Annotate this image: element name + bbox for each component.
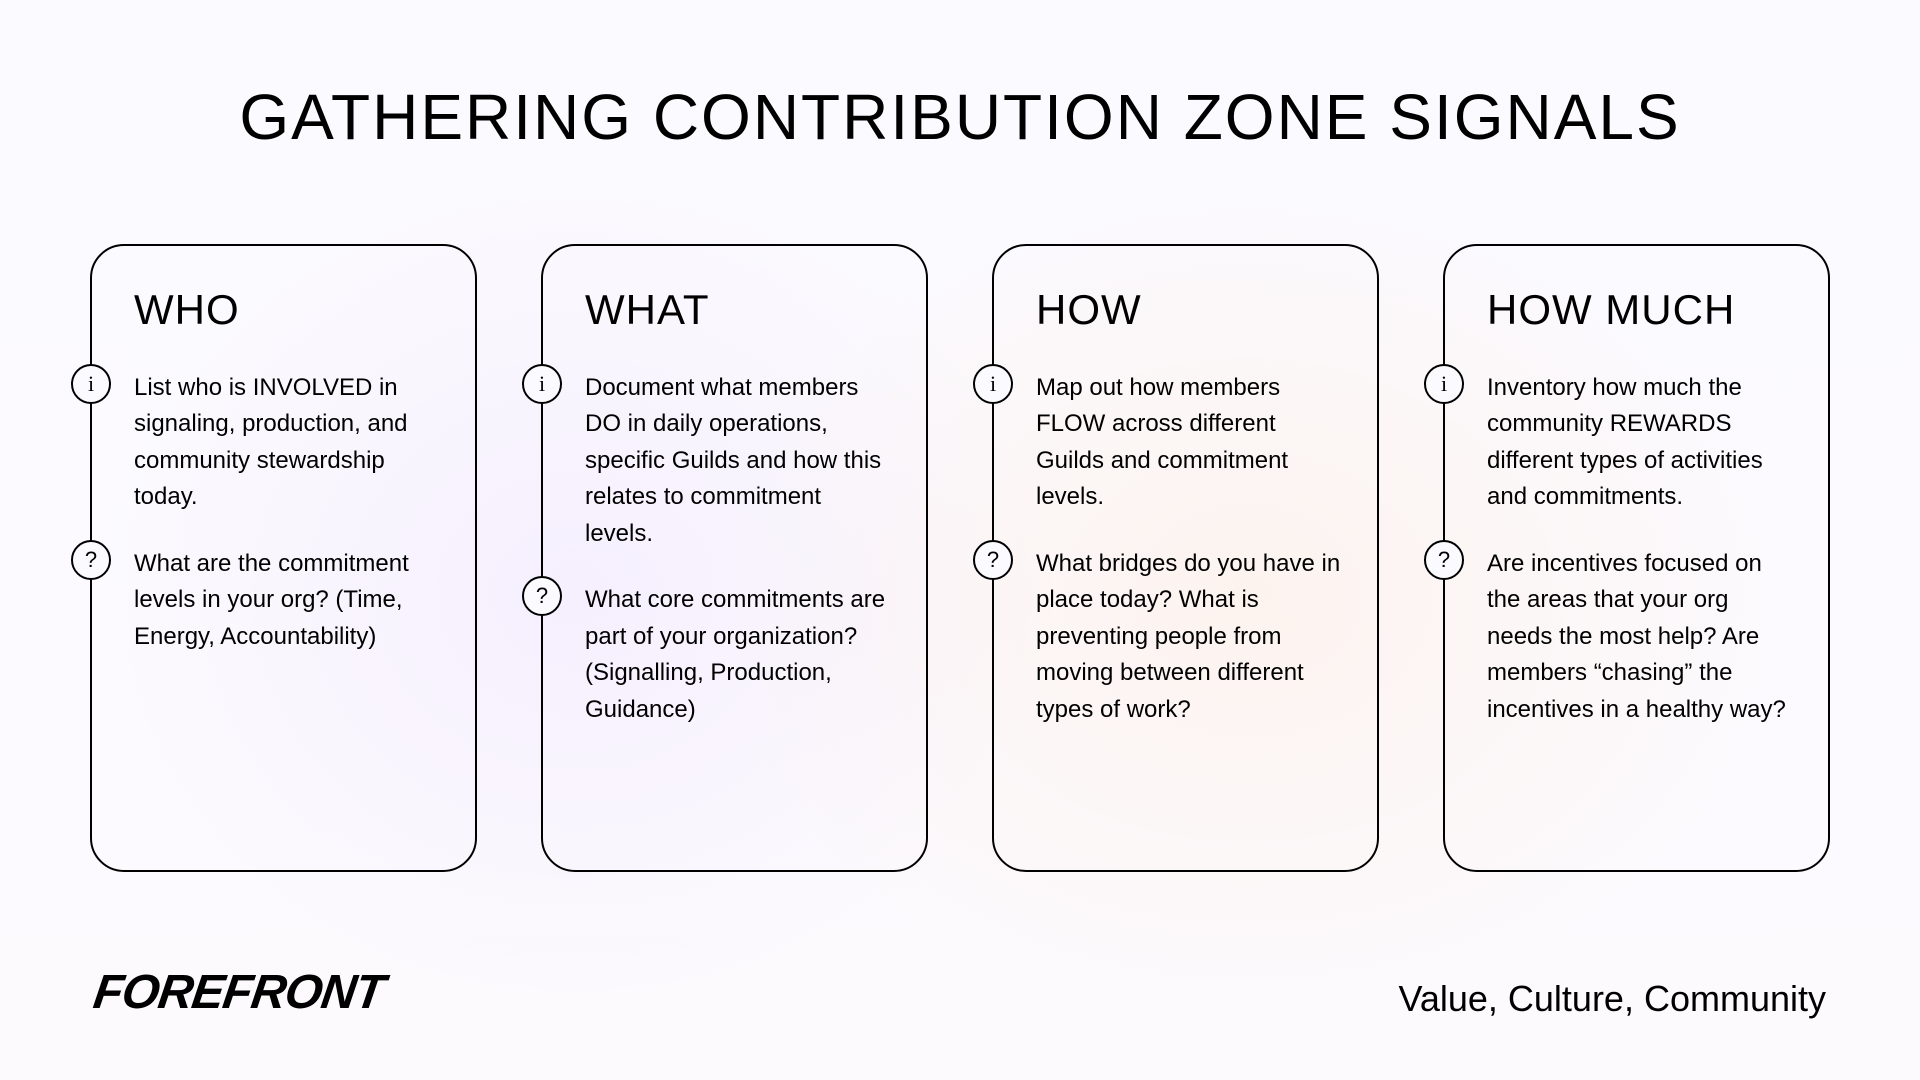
- info-item: i List who is INVOLVED in signaling, pro…: [134, 370, 441, 516]
- card-title: WHAT: [585, 286, 892, 334]
- card-title: HOW: [1036, 286, 1343, 334]
- info-icon: i: [1424, 364, 1464, 404]
- question-icon: ?: [522, 576, 562, 616]
- tagline: Value, Culture, Community: [1399, 978, 1827, 1020]
- info-icon: i: [71, 364, 111, 404]
- info-item: i Map out how members FLOW across differ…: [1036, 370, 1343, 516]
- info-text: List who is INVOLVED in signaling, produ…: [134, 370, 441, 516]
- info-item: i Inventory how much the community REWAR…: [1487, 370, 1794, 516]
- question-text: What core commitments are part of your o…: [585, 582, 892, 728]
- question-icon: ?: [1424, 540, 1464, 580]
- question-text: What bridges do you have in place today?…: [1036, 546, 1343, 728]
- cards-row: WHO i List who is INVOLVED in signaling,…: [90, 244, 1830, 915]
- question-icon: ?: [973, 540, 1013, 580]
- info-item: i Document what members DO in daily oper…: [585, 370, 892, 552]
- question-item: ? Are incentives focused on the areas th…: [1487, 546, 1794, 728]
- card-what: WHAT i Document what members DO in daily…: [541, 244, 928, 872]
- page-title: GATHERING CONTRIBUTION ZONE SIGNALS: [90, 80, 1830, 154]
- info-text: Map out how members FLOW across differen…: [1036, 370, 1343, 516]
- brand-logo: FOREFRONT: [90, 965, 387, 1020]
- info-icon: i: [973, 364, 1013, 404]
- card-title: HOW MUCH: [1487, 286, 1794, 334]
- info-text: Document what members DO in daily operat…: [585, 370, 892, 552]
- card-title: WHO: [134, 286, 441, 334]
- info-icon: i: [522, 364, 562, 404]
- info-text: Inventory how much the community REWARDS…: [1487, 370, 1794, 516]
- question-text: Are incentives focused on the areas that…: [1487, 546, 1794, 728]
- question-text: What are the commitment levels in your o…: [134, 546, 441, 655]
- question-item: ? What bridges do you have in place toda…: [1036, 546, 1343, 728]
- question-icon: ?: [71, 540, 111, 580]
- card-how-much: HOW MUCH i Inventory how much the commun…: [1443, 244, 1830, 872]
- card-who: WHO i List who is INVOLVED in signaling,…: [90, 244, 477, 872]
- card-how: HOW i Map out how members FLOW across di…: [992, 244, 1379, 872]
- question-item: ? What are the commitment levels in your…: [134, 546, 441, 655]
- question-item: ? What core commitments are part of your…: [585, 582, 892, 728]
- footer: FOREFRONT Value, Culture, Community: [90, 965, 1830, 1020]
